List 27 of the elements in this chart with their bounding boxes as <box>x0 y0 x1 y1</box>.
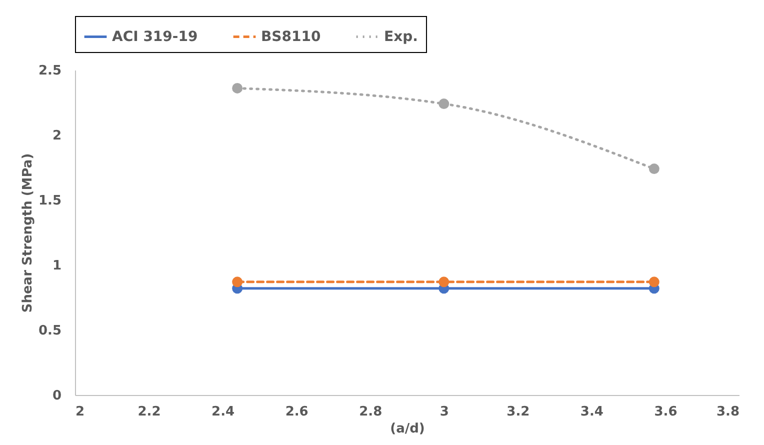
point <box>648 164 660 174</box>
y-tick-label: 0.5 <box>38 324 62 338</box>
legend-label: Exp. <box>384 28 418 45</box>
legend-label: ACI 319-19 <box>112 28 198 45</box>
x-axis-title: (a/d) <box>390 422 425 436</box>
legend-label: BS8110 <box>261 28 321 45</box>
point <box>232 276 243 288</box>
x-tick-label: 2.2 <box>138 404 161 420</box>
x-tick-label: 2.6 <box>285 404 308 420</box>
x-tick-label: 3.8 <box>716 404 740 420</box>
x-tick-label: 3 <box>440 404 449 420</box>
x-tick-label: 3.4 <box>580 404 604 420</box>
y-tick-label: 1.5 <box>38 194 62 208</box>
y-tick-label: 0 <box>52 388 62 404</box>
x-tick-label: 2 <box>76 404 85 420</box>
y-tick-label: 2 <box>52 128 62 144</box>
point <box>648 276 660 288</box>
x-tick-label: 3.2 <box>506 404 530 420</box>
point <box>438 276 450 288</box>
point <box>438 98 450 110</box>
y-axis-title: Shear Strength (MPa) <box>20 153 36 313</box>
x-tick-label: 2.8 <box>359 404 382 420</box>
x-tick-label: 2.4 <box>212 404 235 420</box>
x-tick-label: 3.6 <box>654 404 678 420</box>
y-tick-label: 1 <box>52 258 62 274</box>
y-tick-label: 2.5 <box>38 64 62 78</box>
point <box>232 82 243 94</box>
